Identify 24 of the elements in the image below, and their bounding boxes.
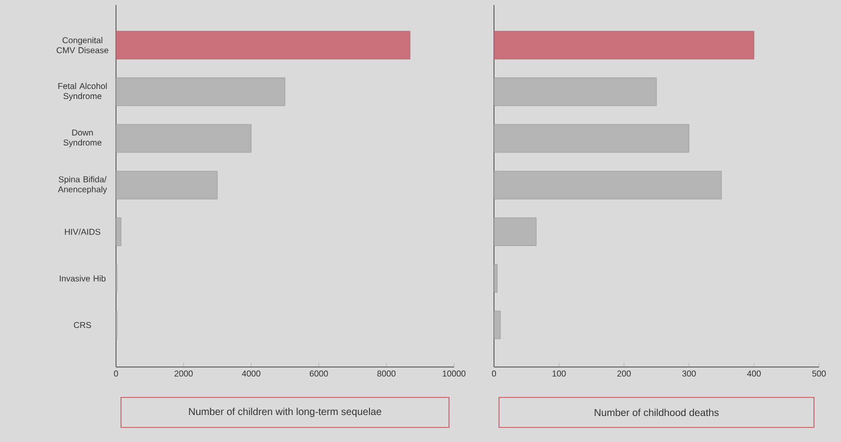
x-tick-label: 200 — [617, 370, 631, 377]
y-tick-label: CRS — [74, 322, 92, 328]
x-tick-label: 400 — [747, 370, 761, 377]
bar — [494, 78, 657, 106]
y-tick-label: Congenital CMV Disease — [56, 36, 108, 54]
x-tick-label: 8000 — [377, 370, 396, 377]
x-tick-label: 4000 — [242, 370, 260, 377]
x-axis-title: Number of childhood deaths — [594, 408, 719, 416]
x-tick-label: 500 — [812, 370, 826, 377]
x-tick-label: 100 — [552, 370, 566, 377]
x-tick-label: 6000 — [310, 370, 328, 377]
x-tick-label: 0 — [114, 370, 118, 377]
bar — [494, 310, 501, 340]
y-tick-label: Invasive Hib — [60, 275, 106, 282]
x-tick-label: 2000 — [174, 370, 193, 377]
x-tick-label: 0 — [492, 370, 496, 377]
x-axis-title: Number of children with long-term sequelae — [189, 408, 382, 418]
y-tick-label: Fetal Alcohol Syndrome — [58, 82, 107, 101]
y-tick-label: HIV/AIDS — [64, 228, 100, 235]
y-tick-label: Down Syndrome — [63, 130, 102, 148]
x-tick-label: 300 — [682, 370, 696, 377]
x-tick-label: 10000 — [442, 370, 466, 377]
y-tick-label: Spina Bifida/ Anencephaly — [58, 176, 108, 194]
bar — [116, 170, 218, 200]
